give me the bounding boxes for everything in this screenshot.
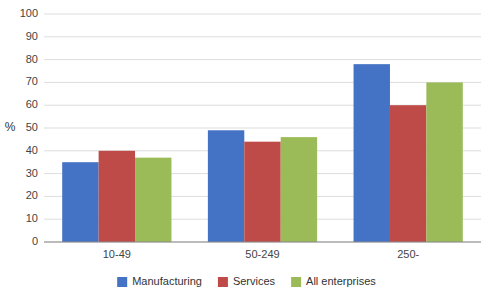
- legend-swatch: [291, 277, 301, 287]
- grid: [44, 14, 481, 242]
- grid-line: [44, 242, 481, 243]
- y-tick-label: 20: [26, 189, 38, 201]
- bars: [62, 64, 463, 242]
- x-axis-line: [44, 242, 481, 243]
- y-tick-label: 80: [26, 53, 38, 65]
- legend-swatch: [117, 277, 127, 287]
- bar: [208, 130, 244, 242]
- y-tick-label: 40: [26, 144, 38, 156]
- y-tick-label: 50: [26, 121, 38, 133]
- y-tick-label: 90: [26, 30, 38, 42]
- y-tick-label: 10: [26, 212, 38, 224]
- bar: [390, 105, 426, 242]
- y-axis: 0 10 20 30 40 50 60 70 80 90 100: [20, 7, 38, 247]
- bar: [99, 151, 135, 242]
- y-tick-label: 70: [26, 75, 38, 87]
- y-tick-label: 30: [26, 167, 38, 179]
- legend: Manufacturing Services All enterprises: [117, 275, 376, 287]
- legend-item: All enterprises: [291, 275, 376, 287]
- grid-line: [44, 59, 481, 60]
- grid-line: [44, 14, 481, 15]
- y-tick-label: 100: [20, 7, 38, 19]
- legend-item: Manufacturing: [117, 275, 202, 287]
- legend-label: All enterprises: [306, 275, 376, 287]
- bar: [244, 142, 280, 242]
- bar: [135, 158, 171, 242]
- bar: [62, 162, 98, 242]
- grid-line: [44, 36, 481, 37]
- y-axis-label: %: [5, 120, 16, 134]
- bar: [426, 82, 462, 242]
- grid-line: [44, 82, 481, 83]
- y-tick-label: 60: [26, 98, 38, 110]
- y-tick-label: 0: [32, 235, 38, 247]
- x-axis: 10-49 50-249 250-: [103, 248, 420, 260]
- legend-item: Services: [218, 275, 276, 287]
- bar: [354, 64, 390, 242]
- x-tick-label: 250-: [397, 248, 419, 260]
- legend-swatch: [218, 277, 228, 287]
- legend-label: Services: [233, 275, 276, 287]
- x-tick-label: 10-49: [103, 248, 131, 260]
- legend-label: Manufacturing: [132, 275, 202, 287]
- bar: [281, 137, 317, 242]
- x-tick-label: 50-249: [245, 248, 279, 260]
- chart: 0 10 20 30 40 50 60 70 80 90 100% 10-49 50-249 250- Ma…: [0, 0, 493, 304]
